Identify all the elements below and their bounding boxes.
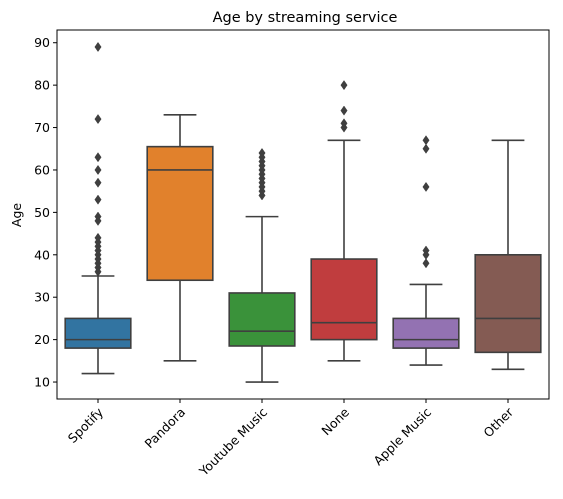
y-axis-label: Age	[9, 203, 24, 227]
outlier-none	[340, 105, 348, 116]
x-tick-label: Other	[480, 404, 516, 440]
outlier-spotify	[94, 232, 102, 243]
axes-frame	[56, 29, 550, 400]
outlier-spotify	[94, 177, 102, 188]
box-pandora	[146, 145, 214, 282]
outlier-apple-music	[422, 245, 430, 256]
outlier-none	[340, 80, 348, 91]
outlier-apple-music	[422, 143, 430, 154]
y-tick-label: 10	[34, 375, 50, 390]
box-other	[474, 253, 542, 354]
y-tick-label: 60	[34, 162, 50, 177]
outlier-apple-music	[422, 258, 430, 269]
box-spotify	[64, 317, 132, 349]
outlier-spotify	[94, 194, 102, 205]
y-tick-label: 20	[34, 332, 50, 347]
outlier-apple-music	[422, 135, 430, 146]
outlier-none	[340, 118, 348, 129]
outlier-spotify	[94, 211, 102, 222]
x-tick-label: Apple Music	[370, 404, 434, 468]
x-tick-label: Spotify	[65, 404, 107, 446]
box-youtube-music	[228, 292, 296, 347]
box-apple-music	[392, 317, 460, 349]
x-tick-label: Pandora	[141, 405, 188, 452]
outlier-spotify	[94, 152, 102, 163]
plot-area: 10 20 30 40 50 60 70 80 90 Spotify Pandora Youtube …	[34, 29, 550, 479]
y-tick-label: 30	[34, 290, 50, 305]
x-tick-label: Youtube Music	[195, 404, 270, 479]
x-tick-label: None	[318, 404, 352, 438]
y-tick-label: 50	[34, 205, 50, 220]
y-tick-label: 40	[34, 247, 50, 262]
outlier-apple-music	[422, 181, 430, 192]
y-tick-label: 80	[34, 78, 50, 93]
outlier-youtube-music	[258, 147, 266, 159]
outlier-spotify	[94, 41, 102, 53]
chart-title: Age by streaming service	[213, 10, 398, 26]
outlier-spotify	[94, 114, 102, 125]
box-none	[310, 258, 378, 341]
y-tick-label: 70	[34, 120, 50, 135]
y-tick-label: 90	[34, 35, 50, 50]
outlier-spotify	[94, 164, 102, 176]
